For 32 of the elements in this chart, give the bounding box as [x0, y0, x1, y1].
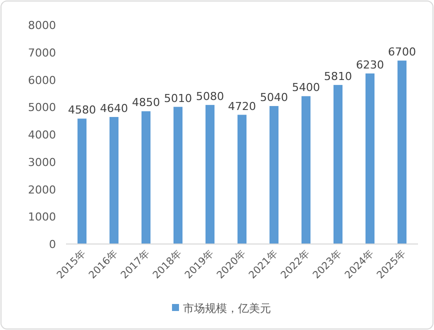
- bar: [270, 106, 278, 244]
- data-label: 5010: [164, 92, 192, 105]
- data-label: 5080: [196, 90, 224, 103]
- data-label: 5400: [292, 81, 320, 94]
- bar: [238, 114, 246, 244]
- bar: [142, 111, 150, 244]
- y-tick-label: 5000: [28, 101, 56, 114]
- bar: [174, 106, 182, 244]
- y-tick-label: 6000: [28, 74, 56, 87]
- y-tick-label: 0: [49, 238, 56, 251]
- bar: [110, 116, 118, 244]
- bar: [206, 104, 214, 244]
- legend: 市场规模，亿美元: [172, 302, 271, 315]
- y-tick-label: 7000: [28, 46, 56, 60]
- bar: [302, 96, 310, 244]
- bar: [366, 73, 374, 244]
- bar: [398, 60, 406, 244]
- data-label: 4640: [100, 102, 128, 115]
- data-label: 4720: [228, 100, 256, 113]
- y-tick-label: 8000: [28, 19, 56, 32]
- data-label: 6230: [356, 58, 384, 72]
- data-label: 6700: [388, 46, 416, 59]
- bar: [334, 84, 342, 244]
- y-tick-label: 3000: [28, 156, 56, 169]
- y-tick-label: 4000: [28, 128, 56, 142]
- y-tick-label: 2000: [28, 183, 56, 196]
- data-label: 4850: [132, 96, 160, 110]
- data-label: 4580: [68, 104, 96, 117]
- bar: [78, 118, 86, 244]
- data-label: 5040: [260, 91, 288, 104]
- y-tick-label: 1000: [28, 210, 56, 224]
- data-label: 5810: [324, 70, 352, 83]
